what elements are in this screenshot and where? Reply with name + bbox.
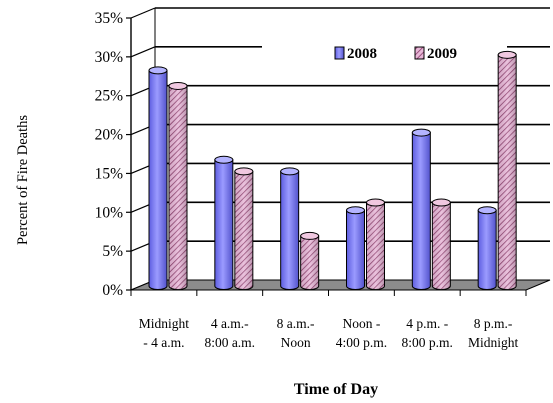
bar-2008-4 — [411, 128, 431, 290]
x-category-label: - 4 a.m. — [143, 335, 184, 350]
bar-2008-0 — [148, 66, 168, 290]
legend-label-2009: 2009 — [427, 46, 457, 62]
y-tick-diagonal — [130, 7, 156, 19]
bar-top — [497, 50, 517, 59]
gridlines — [155, 7, 550, 242]
bar-2009-1 — [234, 167, 254, 290]
bar-body — [411, 132, 431, 290]
bar-body — [214, 159, 234, 290]
y-tick-label: 20% — [95, 127, 124, 144]
x-category-label: 8 p.m.- — [474, 316, 513, 331]
bar-top — [300, 231, 320, 240]
x-category-labels: Midnight - 4 a.m. 4 a.m.- 8:00 a.m. 8 a.m.- N… — [139, 316, 519, 350]
x-category-label: 8:00 p.m. — [402, 335, 453, 350]
bar-top — [366, 198, 385, 207]
x-category-label: Midnight — [468, 335, 519, 350]
x-category-label: 4 p.m. - — [406, 316, 449, 331]
bar-top — [411, 128, 431, 137]
bar-top — [148, 66, 168, 75]
bar-2009-0 — [168, 81, 188, 290]
bar-shade — [234, 171, 253, 290]
bar-2009-5 — [497, 50, 517, 290]
x-category-label: 4:00 p.m. — [336, 335, 387, 350]
y-tick-label: 0% — [102, 282, 123, 299]
y-tick-labels: 0% 5% 10% 15% 20% 25% 30% 35% — [95, 10, 124, 299]
bar-2009-3 — [366, 198, 385, 290]
x-axis-label: Time of Day — [294, 381, 378, 398]
x-category-label: Midnight — [139, 316, 190, 331]
bar-2008-1 — [214, 155, 234, 290]
bar-top — [234, 167, 254, 176]
legend-background — [262, 40, 507, 66]
y-tick-diagonal — [130, 46, 156, 58]
bar-shade — [300, 235, 319, 290]
x-category-label: Noon — [281, 335, 311, 350]
bar-top — [431, 198, 451, 207]
y-tick-label: 10% — [95, 204, 124, 221]
legend-label-2008: 2008 — [347, 46, 377, 62]
bar-2009-2 — [300, 231, 320, 290]
bar-top — [280, 167, 300, 176]
x-category-label: 4 a.m.- — [211, 316, 249, 331]
y-tick-label: 15% — [95, 165, 124, 182]
x-category-label: 8 a.m.- — [277, 316, 315, 331]
bar-2008-5 — [477, 206, 497, 290]
bar-top — [214, 155, 234, 164]
x-category-label: 8:00 a.m. — [204, 335, 255, 350]
bar-2008-2 — [280, 167, 300, 290]
legend-swatch-2009 — [414, 46, 425, 60]
bar-top — [346, 206, 365, 215]
y-tick-label: 25% — [95, 88, 124, 105]
bar-2009-4 — [431, 198, 451, 290]
y-tick-label: 5% — [102, 243, 123, 260]
bar-shade — [169, 85, 187, 290]
legend-swatch-2008 — [334, 46, 345, 60]
bar-body — [477, 209, 497, 290]
y-tick-label: 30% — [95, 49, 124, 66]
bar-shade — [498, 54, 517, 290]
bar-body — [346, 209, 365, 290]
legend: 2008 2009 — [334, 46, 457, 62]
bar-shade — [432, 202, 451, 290]
bars — [148, 50, 517, 290]
bar-body — [280, 170, 300, 290]
bar-2008-3 — [346, 206, 365, 290]
bar-top — [168, 81, 188, 90]
x-category-label: Noon - — [342, 316, 380, 331]
y-tick-label: 35% — [95, 10, 124, 27]
y-axis-label: Percent of Fire Deaths — [15, 115, 31, 245]
bar-body — [148, 69, 168, 290]
bar-top — [477, 206, 497, 215]
bar-shade — [366, 202, 385, 290]
